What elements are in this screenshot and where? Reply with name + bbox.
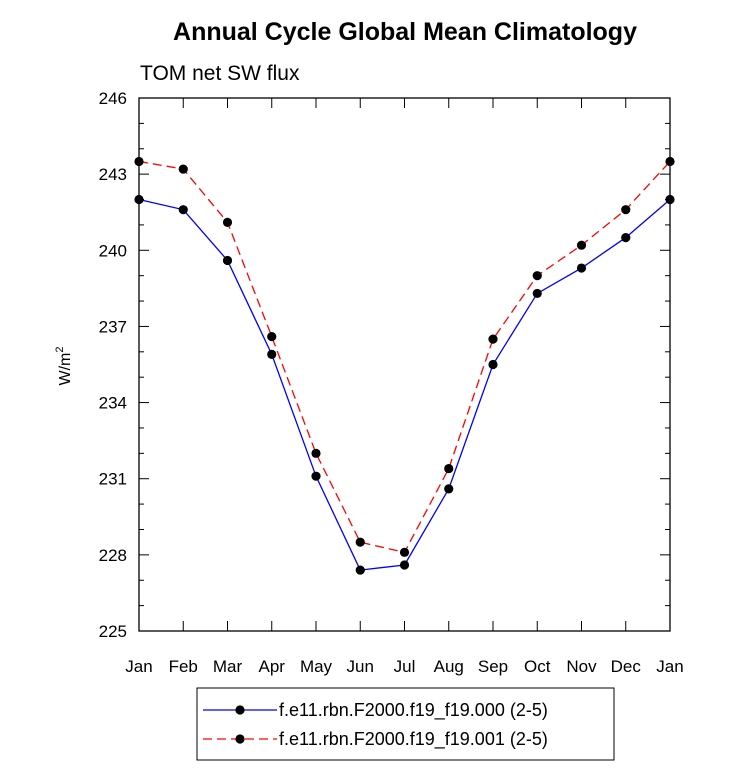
legend: f.e11.rbn.F2000.f19_f19.000 (2-5) f.e11.r…: [196, 687, 615, 761]
data-point-s1-0: [134, 156, 144, 167]
data-point-s0-9: [532, 288, 542, 299]
legend-marker-1: [235, 734, 245, 744]
x-tick-label: May: [300, 657, 333, 676]
x-tick-label: Jul: [394, 657, 416, 676]
data-point-s0-4: [311, 471, 321, 481]
chart-subtitle: TOM net SW flux: [140, 62, 300, 85]
y-axis-label-base: W/m: [57, 353, 74, 386]
y-tick-label: 225: [99, 622, 127, 641]
x-tick-label: Nov: [566, 657, 597, 676]
data-point-s0-2: [222, 255, 233, 266]
data-point-s0-6: [399, 560, 410, 570]
data-point-s1-6: [399, 547, 410, 557]
data-point-s1-4: [311, 448, 321, 458]
chart-title: Annual Cycle Global Mean Climatology: [173, 18, 637, 46]
data-point-s0-3: [267, 349, 277, 359]
data-point-s0-1: [178, 205, 188, 215]
data-point-s0-8: [488, 359, 498, 370]
y-axis-label: W/m2: [54, 347, 74, 386]
data-point-s0-12: [665, 194, 675, 205]
y-tick-label: 243: [99, 165, 127, 184]
x-tick-label: Jun: [347, 657, 374, 676]
legend-box: [196, 687, 615, 761]
series-line-1: [138, 160, 671, 554]
y-tick-label: 237: [99, 317, 127, 336]
plot-area: 225 228 231 234 237 240 243 246 Jan Feb Mar Apr May J…: [99, 89, 684, 676]
x-tick-label: Feb: [169, 657, 198, 676]
x-tick-label: Aug: [434, 657, 464, 676]
series-line-0: [138, 198, 671, 571]
data-point-s1-2: [222, 217, 233, 227]
data-point-s1-10: [576, 240, 587, 250]
y-tick-label: 234: [99, 394, 127, 413]
data-point-s1-7: [444, 463, 454, 474]
legend-marker-0: [235, 705, 245, 715]
legend-label-1: f.e11.rbn.F2000.f19_f19.001 (2-5): [279, 729, 548, 750]
y-tick-label: 228: [99, 546, 127, 565]
y-tick-label: 246: [99, 89, 127, 108]
x-tick-label: Oct: [524, 657, 551, 676]
x-tick-label: Dec: [611, 657, 642, 676]
data-point-s1-9: [532, 271, 542, 281]
data-point-s0-10: [576, 263, 587, 273]
data-point-s1-5: [355, 537, 365, 547]
data-point-s1-1: [178, 164, 188, 174]
data-point-s0-11: [621, 232, 631, 243]
data-point-s0-0: [134, 194, 144, 205]
y-tick-label: 231: [99, 470, 127, 489]
y-tick-label: 240: [99, 241, 127, 260]
data-point-s1-8: [488, 334, 498, 344]
x-tick-label: Apr: [259, 657, 286, 676]
data-point-s1-3: [267, 331, 277, 342]
data-point-s1-12: [665, 156, 675, 167]
data-point-s0-7: [444, 484, 454, 494]
data-point-s0-5: [355, 565, 365, 575]
y-axis-label-superscript: 2: [54, 347, 66, 353]
x-tick-label: Mar: [213, 657, 243, 676]
data-point-s1-11: [621, 205, 631, 215]
legend-label-0: f.e11.rbn.F2000.f19_f19.000 (2-5): [279, 700, 548, 721]
x-tick-label: Jan: [656, 657, 683, 676]
x-tick-label: Sep: [478, 657, 508, 676]
x-tick-label: Jan: [125, 657, 152, 676]
